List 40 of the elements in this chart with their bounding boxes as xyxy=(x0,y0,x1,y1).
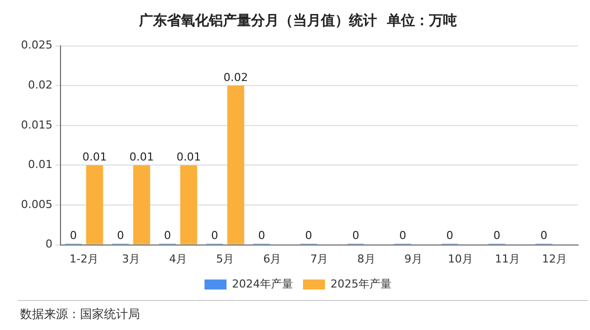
x-tick-label: 11月 xyxy=(494,252,520,266)
data-label: 0 xyxy=(70,229,77,242)
y-tick-label: 0.025 xyxy=(20,38,52,52)
data-label: 0 xyxy=(446,229,454,242)
bar xyxy=(227,86,244,244)
data-label: 0 xyxy=(352,229,360,242)
x-tick-label: 10月 xyxy=(448,252,473,266)
data-label: 0.01 xyxy=(176,150,201,164)
y-tick-label: 0 xyxy=(45,238,52,251)
x-tick-label: 4月 xyxy=(169,252,188,266)
x-tick-label: 12月 xyxy=(542,252,567,266)
bar xyxy=(180,165,198,244)
x-tick-label: 9月 xyxy=(404,252,422,266)
data-label: 0 xyxy=(258,229,266,242)
data-label: 0 xyxy=(305,229,312,242)
bar xyxy=(133,165,150,244)
data-label: 0 xyxy=(493,229,500,242)
chart-title: 广东省氧化铝产量分月（当月值）统计 单位：万吨 xyxy=(138,12,457,30)
y-tick-label: 0.005 xyxy=(20,198,52,211)
data-label: 0.01 xyxy=(82,150,107,164)
x-tick-label: 6月 xyxy=(263,252,282,266)
x-tick-label: 8月 xyxy=(357,252,376,266)
data-label: 0.02 xyxy=(223,70,248,84)
y-tick-label: 0.02 xyxy=(28,78,52,92)
x-tick-label: 7月 xyxy=(310,252,328,266)
data-label: 0 xyxy=(164,229,172,242)
x-tick-label: 3月 xyxy=(122,252,140,266)
data-label: 0 xyxy=(116,229,124,242)
source-note: 数据来源：国家统计局 xyxy=(20,306,141,323)
x-tick-label: 5月 xyxy=(216,252,234,266)
data-label: 0 xyxy=(211,229,218,242)
data-label: 0 xyxy=(540,229,548,242)
y-tick-label: 0.015 xyxy=(20,118,52,132)
legend-label: 2025年产量 xyxy=(330,277,392,290)
x-tick-label: 1-2月 xyxy=(70,252,98,266)
data-label: 0 xyxy=(399,229,406,242)
bar xyxy=(86,165,104,244)
legend-label: 2024年产量 xyxy=(232,277,294,290)
y-tick-label: 0.01 xyxy=(28,158,52,172)
data-label: 0.01 xyxy=(129,150,154,164)
